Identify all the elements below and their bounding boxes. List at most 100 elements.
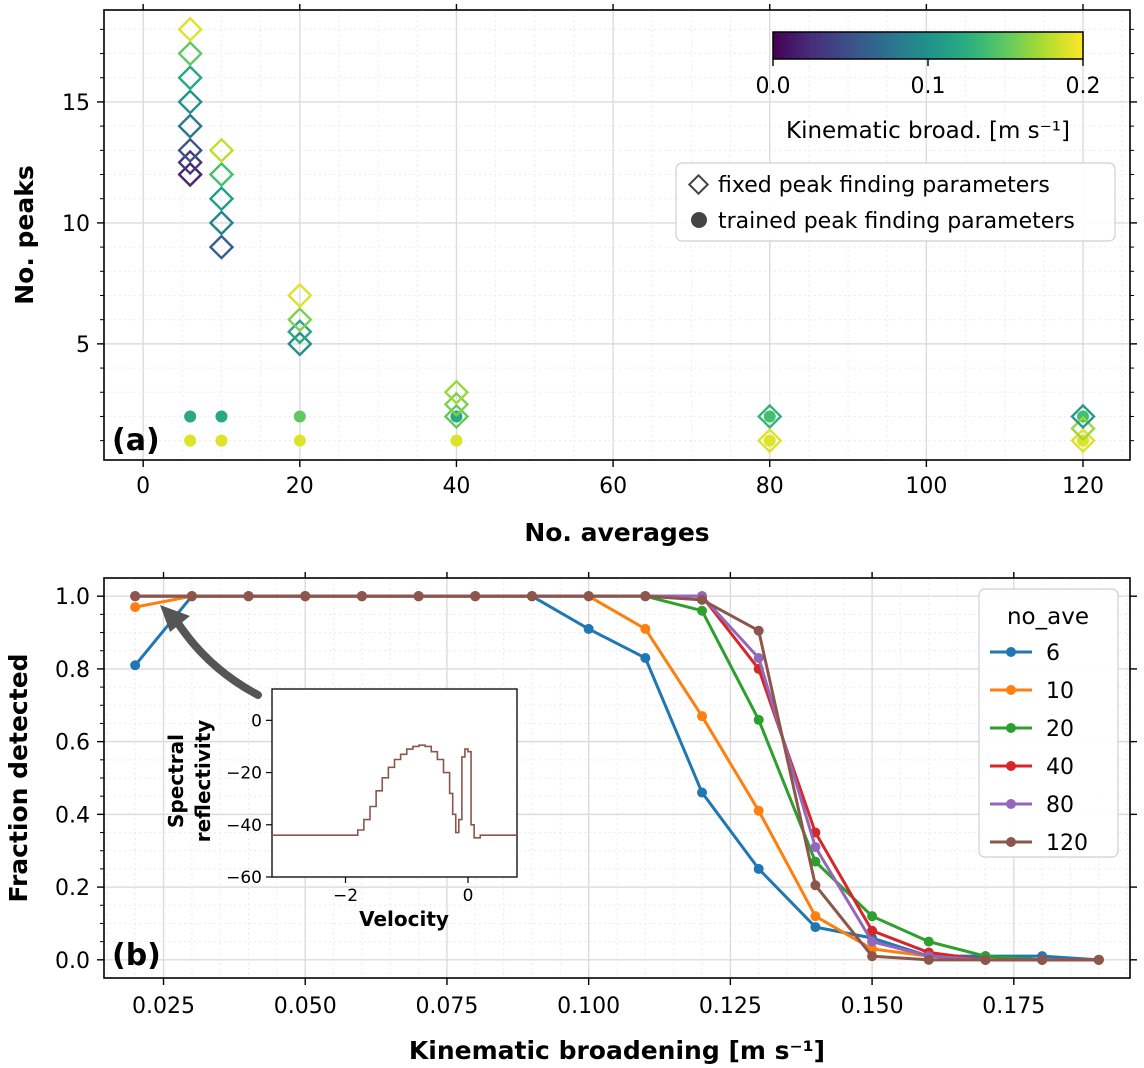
series-point-80 — [810, 842, 821, 853]
tick-label-y: 0.0 — [55, 949, 90, 974]
tick-label-x: 0.150 — [841, 994, 904, 1019]
inset-xlabel: Velocity — [359, 907, 449, 931]
fixed-point — [443, 391, 470, 418]
colorbar-gradient — [772, 31, 1084, 60]
legend-label-120: 120 — [1046, 831, 1088, 856]
series-point-10 — [697, 711, 708, 722]
tick-label-y: 10 — [62, 212, 90, 237]
series-point-6 — [583, 623, 594, 634]
tick-label-y: 0.4 — [55, 803, 90, 828]
panel-b-frame — [103, 577, 1131, 979]
trained-point — [293, 410, 306, 423]
legend-label-80: 80 — [1046, 793, 1074, 818]
panel-a-ticks: 0 20 40 60 80 100 120 5 10 15 — [62, 4, 1137, 499]
trained-point — [763, 410, 776, 423]
inset-frame — [271, 688, 518, 878]
series-point-120 — [810, 880, 821, 891]
fixed-point — [443, 379, 470, 405]
series-point-120 — [413, 591, 424, 602]
fixed-point — [208, 186, 235, 212]
series-point-120 — [1037, 954, 1048, 965]
panel-a: 0 20 40 60 80 100 120 5 10 15 (a) No. averages No… — [10, 4, 1137, 547]
inset-spectrum-line — [272, 744, 517, 839]
series-point-40 — [867, 925, 878, 936]
inset-ticks: −2 00−20−40−60 — [226, 711, 473, 906]
series-point-80 — [867, 936, 878, 947]
trained-point — [184, 410, 197, 423]
fixed-point — [757, 403, 783, 430]
fixed-point — [287, 319, 313, 345]
series-point-6 — [640, 653, 651, 663]
panel-b-label: (b) — [112, 938, 161, 973]
panel-a-label: (a) — [112, 423, 160, 458]
trained-point — [450, 434, 463, 447]
series-point-10 — [810, 911, 821, 922]
tick-label-y: 15 — [62, 91, 90, 116]
inset-tick-label-y: −60 — [226, 868, 262, 888]
tick-label-x: 100 — [905, 474, 947, 499]
panel-b-ticks: 0.025 0.050 0.075 0.100 0.125 0.150 0.175 0.0 0.… — [55, 572, 1137, 1019]
panel-b-ylabel: Fraction detected — [4, 653, 33, 902]
tick-label-y: 5 — [76, 333, 90, 358]
legend-label-40: 40 — [1046, 755, 1074, 780]
fixed-point — [287, 306, 313, 333]
tick-label-x: 0.100 — [557, 994, 620, 1019]
fixed-point — [1070, 403, 1096, 430]
inset-tick-label-y: 0 — [251, 711, 262, 731]
tick-label-y: 0.2 — [55, 876, 90, 901]
series-point-120 — [1093, 954, 1104, 965]
tick-label-x: 120 — [1062, 474, 1104, 499]
series-point-6 — [697, 787, 708, 798]
tick-label-x: 0.025 — [132, 994, 195, 1019]
colorbar: 0.0 0.1 0.2 Kinematic broad. [m s⁻¹] — [756, 31, 1101, 144]
colorbar-tick-2: 0.2 — [1066, 74, 1101, 99]
colorbar-tick-1: 0.1 — [911, 74, 946, 99]
panel-a-ylabel: No. peaks — [10, 165, 39, 305]
trained-point — [215, 410, 228, 423]
panel-b-legend-title: no_ave — [1007, 604, 1089, 630]
fixed-point — [177, 89, 203, 115]
fixed-point — [177, 40, 203, 67]
legend-marker-6 — [1006, 647, 1016, 657]
tick-label-x: 0 — [136, 474, 150, 499]
fixed-point — [208, 161, 235, 188]
legend-entry-fixed: fixed peak finding parameters — [718, 173, 1050, 198]
tick-label-y: 0.8 — [55, 658, 90, 683]
legend-diamond-marker — [687, 173, 710, 196]
inset-spectrum: −2 00−20−40−60 Velocity Spectral reflecti… — [164, 688, 518, 931]
panel-a-markers — [177, 16, 1096, 454]
panel-a-frame — [103, 9, 1131, 461]
series-point-6 — [753, 863, 764, 874]
fixed-point — [177, 113, 203, 139]
series-point-120 — [356, 591, 367, 602]
series-point-6 — [810, 922, 821, 933]
trained-point — [215, 434, 228, 447]
fixed-point — [177, 161, 203, 188]
series-point-120 — [753, 625, 764, 636]
series-point-10 — [753, 805, 764, 816]
series-point-10 — [640, 623, 651, 634]
series-point-120 — [583, 591, 594, 602]
legend-marker-40 — [1006, 761, 1016, 771]
legend-label-6: 6 — [1046, 641, 1060, 666]
legend-label-20: 20 — [1046, 717, 1074, 742]
fixed-point — [177, 65, 203, 91]
fixed-point — [177, 16, 203, 43]
inset-ylabel-line2: reflectivity — [191, 720, 215, 843]
series-point-20 — [923, 936, 934, 947]
series-line-120 — [135, 594, 1099, 962]
tick-label-x: 0.125 — [699, 994, 762, 1019]
series-point-120 — [526, 591, 537, 602]
fixed-point — [208, 234, 235, 260]
tick-label-y: 0.6 — [55, 731, 90, 756]
panel-a-minor-grid — [104, 10, 1130, 460]
fixed-point — [1070, 427, 1096, 454]
legend-marker-20 — [1006, 723, 1016, 733]
legend-marker-10 — [1006, 685, 1016, 695]
fixed-point — [287, 331, 313, 357]
series-point-20 — [810, 856, 821, 867]
fixed-point — [208, 210, 235, 236]
series-point-120 — [470, 591, 481, 602]
panel-b-series — [130, 591, 1104, 965]
fixed-point — [1070, 415, 1096, 442]
